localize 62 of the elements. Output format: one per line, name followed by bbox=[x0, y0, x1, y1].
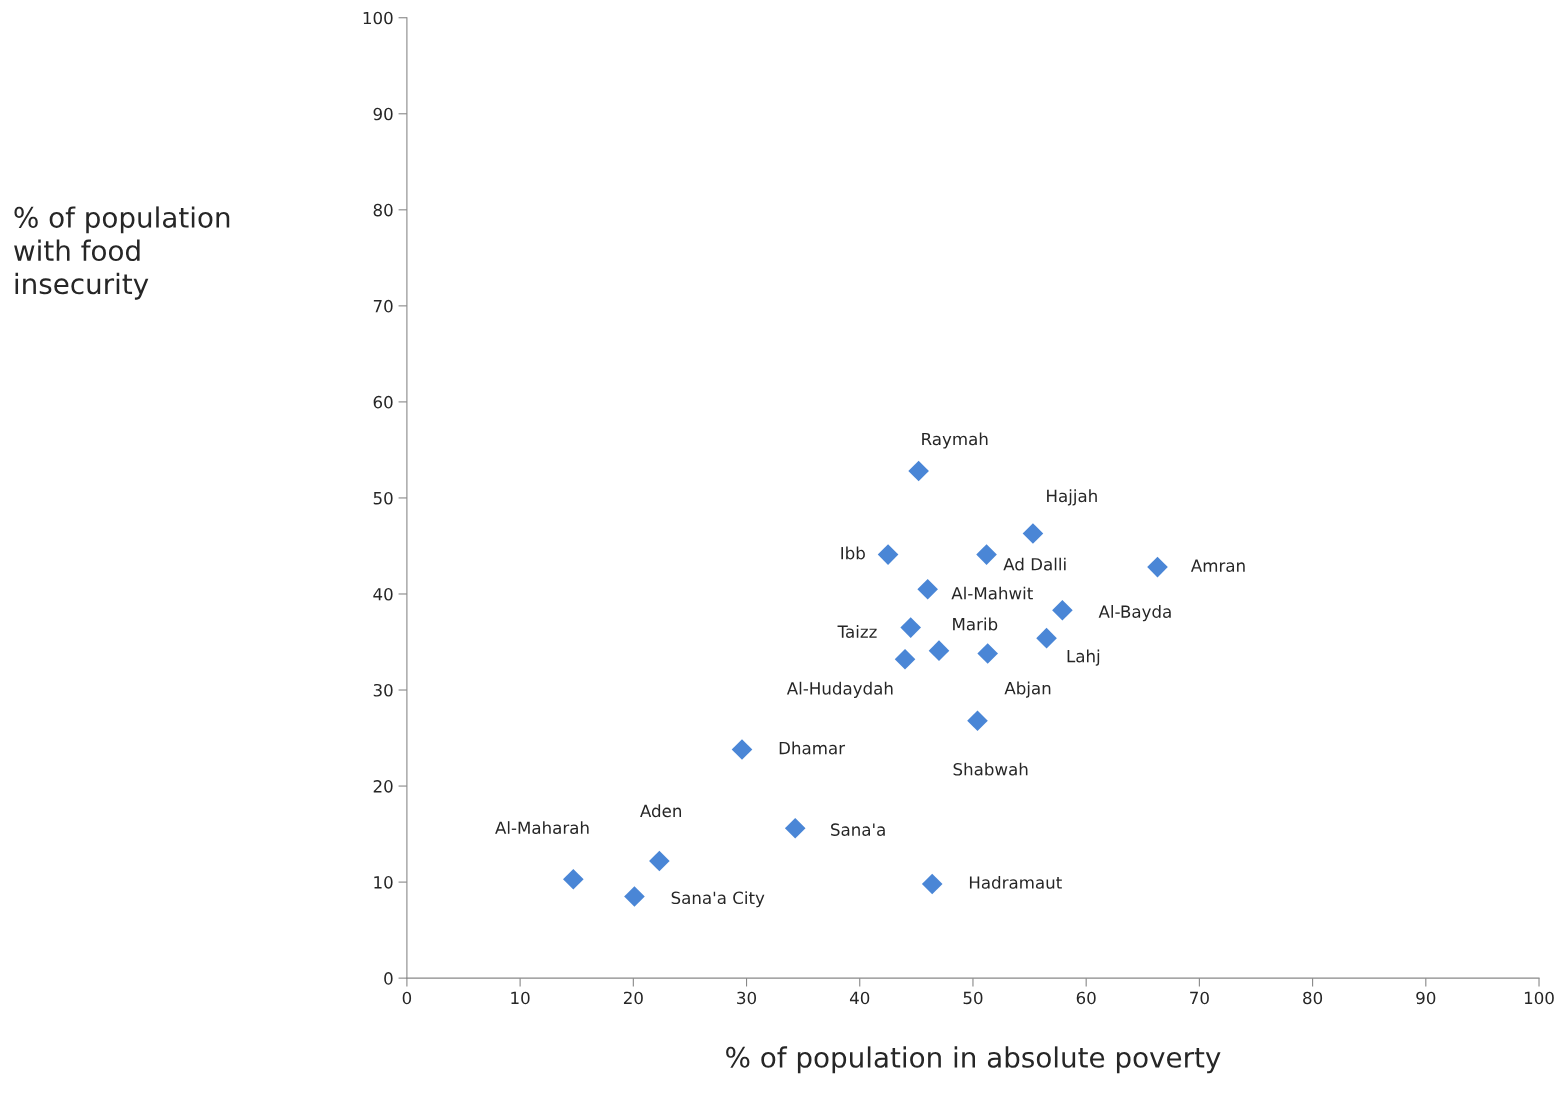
point bbox=[967, 710, 988, 732]
annotation: Raymah bbox=[922, 432, 988, 449]
point bbox=[928, 640, 950, 661]
y-tick-label: 100 bbox=[363, 11, 393, 25]
x-tick-label: 40 bbox=[849, 991, 870, 1005]
annotation: Aden bbox=[640, 804, 682, 818]
point bbox=[921, 873, 943, 895]
annotation: Hajjah bbox=[1047, 489, 1097, 506]
annotation: Al-Bayda bbox=[1098, 605, 1171, 622]
point bbox=[1036, 627, 1057, 649]
point bbox=[624, 886, 645, 907]
annotation: Al-Hudaydah bbox=[786, 681, 893, 698]
annotation: Al-Maharah bbox=[495, 821, 589, 835]
x-tick-label: 80 bbox=[1303, 991, 1323, 1005]
point bbox=[908, 460, 929, 482]
point bbox=[1052, 600, 1073, 621]
point bbox=[977, 643, 998, 664]
annotation: Sana'a bbox=[831, 823, 885, 836]
annotation: Taizz bbox=[837, 625, 877, 638]
annotation: Amran bbox=[1190, 559, 1245, 572]
point bbox=[894, 648, 916, 670]
y-tick-label: 0 bbox=[384, 972, 393, 985]
annotation: Abjan bbox=[1004, 681, 1051, 698]
point bbox=[900, 617, 921, 638]
annotation: Ibb bbox=[841, 546, 865, 560]
annotation: Al-Mahwit bbox=[951, 586, 1033, 600]
point bbox=[1147, 556, 1168, 578]
point bbox=[877, 544, 899, 565]
point bbox=[917, 578, 938, 600]
point bbox=[784, 818, 806, 839]
annotation: Lahj bbox=[1067, 649, 1100, 666]
annotation: Ad Dalli bbox=[1003, 557, 1066, 571]
y-tick-label: 10 bbox=[374, 876, 393, 889]
point bbox=[563, 868, 584, 890]
point bbox=[731, 739, 753, 760]
x-tick-label: 50 bbox=[963, 991, 983, 1005]
y-tick-label: 50 bbox=[373, 491, 393, 505]
x-tick-label: 10 bbox=[511, 991, 530, 1005]
x-tick-label: 60 bbox=[1076, 991, 1096, 1005]
x-tick-label: 90 bbox=[1416, 991, 1436, 1005]
y-tick-label: 60 bbox=[373, 395, 393, 409]
point bbox=[1022, 523, 1044, 544]
x-tick-label: 70 bbox=[1190, 991, 1209, 1005]
y-tick-label: 80 bbox=[373, 203, 393, 217]
annotation: Sana'a City bbox=[671, 891, 765, 908]
x-tick-label: 0 bbox=[402, 991, 412, 1005]
y-tick-label: 40 bbox=[373, 587, 393, 601]
x-axis-title: % of population in absolute poverty bbox=[726, 1046, 1221, 1074]
y-tick-label: 90 bbox=[373, 107, 393, 121]
x-tick-label: 20 bbox=[623, 991, 643, 1005]
y-tick-label: 20 bbox=[373, 780, 393, 793]
y-tick-label: 70 bbox=[373, 299, 393, 313]
x-tick-label: 30 bbox=[737, 991, 757, 1005]
annotation: Marib bbox=[953, 617, 998, 631]
annotation: Hadramaut bbox=[969, 875, 1062, 889]
point bbox=[976, 544, 997, 565]
y-axis-title: % of population with food insecurity bbox=[14, 206, 230, 300]
point bbox=[649, 850, 670, 872]
annotation: Dhamar bbox=[779, 741, 846, 755]
x-tick-label: 100 bbox=[1524, 991, 1554, 1005]
annotation: Shabwah bbox=[953, 762, 1028, 776]
y-tick-label: 30 bbox=[373, 683, 393, 697]
